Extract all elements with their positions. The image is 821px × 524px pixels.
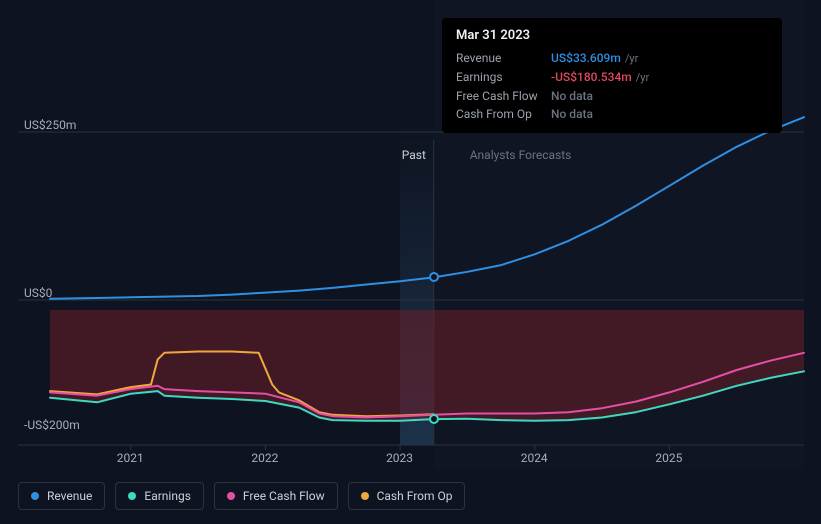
data-tooltip: Mar 31 2023 RevenueUS$33.609m/yrEarnings…: [442, 18, 782, 133]
tooltip-row: Earnings-US$180.534m/yr: [456, 68, 768, 87]
x-axis-tick: 2022: [251, 451, 278, 465]
hover-marker: [429, 272, 439, 282]
legend-label: Free Cash Flow: [243, 489, 325, 503]
legend-label: Revenue: [47, 489, 92, 503]
y-axis-tick: US$0: [24, 286, 52, 300]
x-axis-tick: 2025: [655, 451, 682, 465]
tooltip-row: Cash From OpNo data: [456, 105, 768, 123]
past-region-label: Past: [402, 148, 426, 162]
legend-item-earnings[interactable]: Earnings: [115, 482, 204, 510]
tooltip-unit: /yr: [625, 50, 638, 68]
tooltip-key: Revenue: [456, 49, 551, 67]
legend-dot-icon: [361, 492, 369, 500]
legend-item-revenue[interactable]: Revenue: [18, 482, 105, 510]
legend-dot-icon: [128, 492, 136, 500]
tooltip-value: -US$180.534m: [551, 68, 632, 86]
tooltip-key: Cash From Op: [456, 105, 551, 123]
x-axis-tick: 2023: [386, 451, 413, 465]
tooltip-value: US$33.609m: [551, 49, 621, 67]
legend-dot-icon: [227, 492, 235, 500]
tooltip-key: Earnings: [456, 68, 551, 86]
tooltip-value: No data: [551, 87, 593, 105]
legend-label: Earnings: [144, 489, 191, 503]
y-axis-tick: -US$200m: [24, 418, 80, 432]
legend-item-free_cash_flow[interactable]: Free Cash Flow: [214, 482, 338, 510]
hover-marker: [429, 414, 439, 424]
tooltip-row: RevenueUS$33.609m/yr: [456, 49, 768, 68]
forecast-region-label: Analysts Forecasts: [470, 148, 572, 162]
chart-legend: Revenue Earnings Free Cash Flow Cash From O…: [18, 482, 465, 510]
legend-dot-icon: [31, 492, 39, 500]
tooltip-value: No data: [551, 105, 593, 123]
x-axis-tick: 2024: [521, 451, 548, 465]
legend-label: Cash From Op: [377, 489, 453, 503]
x-axis-tick: 2021: [117, 451, 144, 465]
legend-item-cash_from_op[interactable]: Cash From Op: [348, 482, 466, 510]
y-axis-tick: US$250m: [24, 118, 76, 132]
tooltip-date: Mar 31 2023: [456, 28, 768, 43]
tooltip-unit: /yr: [636, 69, 649, 87]
tooltip-key: Free Cash Flow: [456, 87, 551, 105]
tooltip-row: Free Cash FlowNo data: [456, 87, 768, 105]
